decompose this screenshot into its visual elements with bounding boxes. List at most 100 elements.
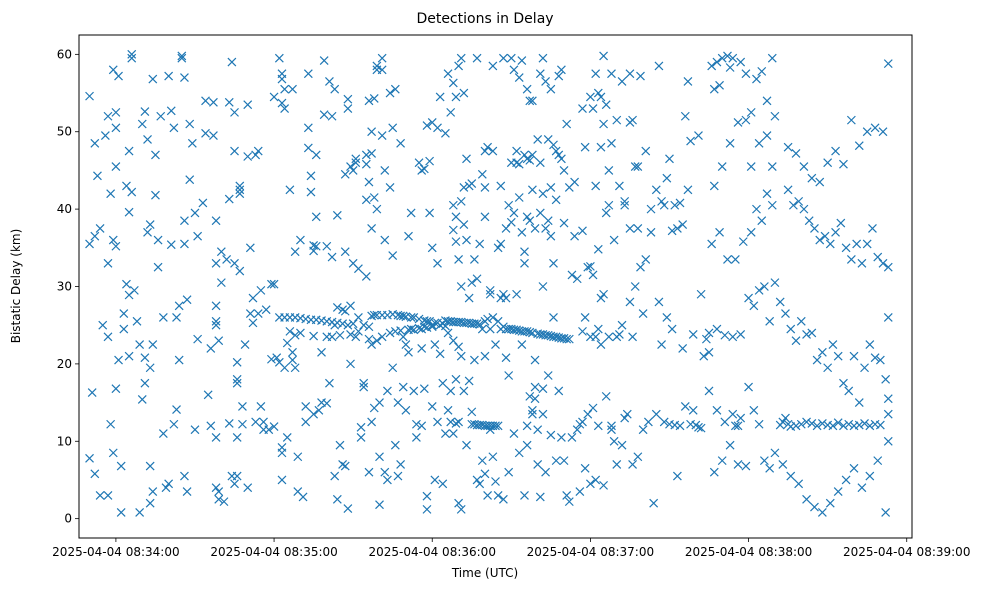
data-point-x-marker [330,471,340,481]
data-point-x-marker [667,226,677,236]
data-point-x-marker [230,146,239,156]
data-point-x-marker [546,183,556,192]
data-point-x-marker [145,461,155,471]
data-point-x-marker [348,319,358,329]
data-point-x-marker [498,53,508,63]
data-point-x-marker [607,69,616,79]
data-point-x-marker [725,440,735,450]
data-point-x-marker [825,239,835,249]
data-point-x-marker [475,479,485,489]
data-point-x-marker [707,61,717,71]
data-point-x-marker [472,53,482,63]
data-point-x-marker [873,252,883,262]
data-point-x-marker [551,332,561,342]
data-point-x-marker [356,422,366,432]
data-point-x-marker [158,313,168,322]
data-point-x-marker [807,328,817,338]
y-tick-label: 20 [57,357,72,371]
data-point-x-marker [709,181,719,191]
y-tick-label: 50 [57,125,72,139]
data-point-x-marker [330,84,340,94]
data-point-x-marker [472,274,482,284]
data-point-x-marker [211,432,221,442]
data-point-x-marker [414,323,424,333]
data-point-x-marker [114,355,123,365]
data-point-x-marker [459,220,469,230]
y-tick-label: 40 [57,202,72,216]
data-point-x-marker [346,162,355,171]
data-point-x-marker [570,231,580,241]
data-point-x-marker [646,204,656,214]
data-point-x-marker [290,363,300,373]
data-point-x-marker [878,127,888,137]
data-point-x-marker [525,96,535,106]
data-point-x-marker [831,227,840,237]
data-point-x-marker [533,135,543,144]
data-point-x-marker [870,353,880,363]
data-point-x-marker [522,84,532,94]
data-point-x-marker [591,332,601,342]
data-point-x-marker [844,386,854,396]
data-point-x-marker [578,326,587,336]
data-point-x-marker [799,162,809,171]
data-point-x-marker [475,239,485,249]
data-point-x-marker [541,467,551,477]
data-point-x-marker [98,320,108,330]
data-point-x-marker [454,254,464,264]
data-point-x-marker [90,469,100,479]
data-point-x-marker [232,374,242,384]
data-point-x-marker [256,402,266,411]
data-point-x-marker [572,274,582,284]
data-point-x-marker [319,110,329,120]
data-point-x-marker [372,61,382,71]
data-point-x-marker [353,264,363,274]
data-point-x-marker [385,183,395,192]
data-point-x-marker [781,309,790,319]
data-point-x-marker [717,162,727,171]
data-point-x-marker [860,419,869,428]
data-point-x-marker [485,425,495,435]
data-point-x-marker [833,418,843,428]
data-point-x-marker [625,224,635,233]
data-point-x-marker [414,158,424,168]
data-point-x-marker [216,247,226,257]
data-point-x-marker [240,340,250,349]
data-point-x-marker [361,159,371,169]
data-point-x-marker [783,142,793,152]
data-point-x-marker [422,491,432,501]
data-point-x-marker [111,241,121,251]
data-point-x-marker [512,146,522,156]
data-point-x-marker [153,235,163,245]
data-point-x-marker [839,159,848,169]
data-point-x-marker [596,92,606,102]
data-point-x-marker [245,309,255,319]
data-point-x-marker [725,63,735,72]
data-point-x-marker [488,146,498,156]
data-point-x-marker [493,243,503,253]
data-point-x-marker [601,100,611,110]
data-point-x-marker [111,107,121,117]
data-point-x-marker [704,386,714,396]
data-point-x-marker [578,417,587,427]
data-point-x-marker [435,92,445,102]
data-point-x-marker [172,313,181,322]
data-point-x-marker [712,57,722,67]
data-point-x-marker [549,258,558,268]
data-point-x-marker [733,118,743,127]
data-point-x-marker [741,115,751,125]
data-point-x-marker [607,138,616,148]
data-point-x-marker [564,497,574,507]
data-point-x-marker [680,111,690,121]
data-point-x-marker [588,403,598,413]
data-point-x-marker [767,200,777,210]
data-point-x-marker [382,475,392,485]
data-point-x-marker [556,65,566,75]
data-point-x-marker [187,138,197,148]
data-point-x-marker [567,432,577,442]
data-point-x-marker [430,475,440,485]
data-point-x-marker [85,453,94,463]
data-point-x-marker [180,471,189,481]
data-point-x-marker [817,347,827,357]
data-point-x-marker [335,440,345,450]
data-point-x-marker [667,324,677,334]
